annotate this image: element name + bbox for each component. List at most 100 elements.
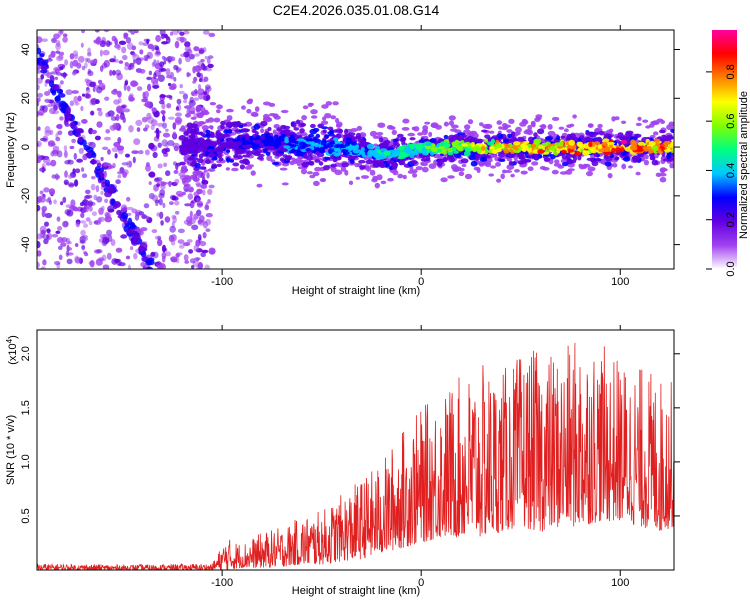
- heatmap-cell: [55, 42, 61, 51]
- heatmap-cell: [133, 252, 138, 260]
- heatmap-ridge-cell: [374, 182, 380, 189]
- heatmap-cell: [165, 128, 169, 132]
- heatmap-ridge-cell: [307, 102, 313, 108]
- heatmap-cell: [162, 202, 166, 208]
- heatmap-cell: [157, 74, 165, 83]
- heatmap-ridge-cell: [228, 137, 233, 143]
- heatmap-cell: [150, 119, 158, 127]
- heatmap-ridge-cell: [628, 165, 633, 169]
- heatmap-cell: [57, 130, 63, 136]
- x-tick-label: 100: [611, 577, 629, 589]
- heatmap-cell: [61, 64, 66, 69]
- heatmap-cell: [193, 244, 200, 252]
- y-tick-label: 20: [20, 92, 32, 104]
- heatmap-ridge-cell: [506, 164, 515, 171]
- heatmap-ridge-cell: [428, 131, 433, 137]
- heatmap-ridge-cell: [225, 167, 230, 171]
- heatmap-cell: [174, 178, 180, 184]
- heatmap-ridge-cell: [659, 176, 667, 183]
- heatmap-ridge-cell: [593, 131, 600, 136]
- exp-base: (x10: [7, 343, 19, 364]
- heatmap-cell: [131, 150, 139, 155]
- heatmap-area: [37, 30, 674, 269]
- heatmap-ridge-cell: [391, 165, 398, 170]
- snr-exponent-label: (x104): [5, 335, 19, 365]
- heatmap-cell: [157, 122, 164, 127]
- heatmap-ridge-cell: [587, 123, 594, 128]
- heatmap-cell: [199, 240, 207, 247]
- heatmap-cell: [161, 255, 166, 263]
- heatmap-ridge-cell: [614, 156, 620, 160]
- heatmap-cell: [161, 102, 166, 110]
- heatmap-ridge-cell: [198, 166, 207, 170]
- heatmap-ridge-cell: [281, 133, 286, 137]
- heatmap-ridge-cell: [337, 156, 342, 161]
- heatmap-ridge-cell: [495, 143, 502, 149]
- heatmap-ridge-cell: [242, 154, 250, 158]
- x-tick-label: -100: [211, 577, 233, 589]
- heatmap-ridge-cell: [539, 166, 547, 170]
- heatmap-ridge-cell: [611, 147, 616, 154]
- heatmap-cell: [72, 168, 76, 175]
- heatmap-cell: [107, 110, 115, 117]
- heatmap-ridge-cell: [361, 151, 367, 158]
- heatmap-ridge-cell: [334, 169, 343, 176]
- heatmap-ridge-cell: [389, 126, 396, 130]
- heatmap-ridge-cell: [521, 158, 528, 164]
- heatmap-ridge-cell: [249, 136, 254, 142]
- heatmap-ridge-cell: [369, 169, 376, 176]
- heatmap-ridge-cell: [188, 110, 196, 115]
- heatmap-ridge-cell: [496, 120, 503, 125]
- heatmap-cell: [120, 234, 128, 239]
- heatmap-ridge-cell: [402, 118, 410, 124]
- heatmap-ridge-cell: [226, 108, 234, 113]
- heatmap-ridge-cell: [621, 163, 627, 170]
- heatmap-ridge-cell: [309, 174, 316, 179]
- heatmap-ridge-cell: [549, 145, 557, 151]
- heatmap-ridge-cell: [216, 109, 221, 114]
- heatmap-cell: [189, 210, 193, 218]
- heatmap-ridge-cell: [421, 166, 429, 173]
- heatmap-trace-cell: [78, 137, 83, 143]
- heatmap-cell: [140, 227, 148, 232]
- heatmap-cell: [47, 196, 51, 201]
- heatmap-cell: [131, 81, 139, 87]
- heatmap-cell: [156, 260, 161, 266]
- heatmap-ridge-cell: [488, 130, 495, 134]
- heatmap-cell: [55, 132, 59, 139]
- heatmap-trace-cell: [61, 104, 67, 110]
- heatmap-cell: [80, 212, 85, 218]
- heatmap-ridge-cell: [631, 156, 637, 161]
- heatmap-cell: [104, 96, 110, 101]
- heatmap-cell: [141, 214, 147, 220]
- colorbar-tick-label: 0.2: [725, 212, 737, 227]
- heatmap-cell: [57, 226, 63, 231]
- heatmap-ridge-cell: [266, 139, 273, 144]
- heatmap-cell: [133, 138, 141, 146]
- heatmap-cell: [121, 104, 127, 109]
- heatmap-cell: [71, 138, 76, 144]
- heatmap-ridge-cell: [573, 136, 579, 142]
- heatmap-cell: [106, 229, 113, 236]
- heatmap-ridge-cell: [496, 149, 502, 152]
- heatmap-cell: [122, 108, 131, 113]
- heatmap-ridge-cell: [418, 139, 424, 144]
- heatmap-ridge-cell: [325, 101, 332, 106]
- heatmap-ridge-cell: [523, 141, 530, 144]
- heatmap-ridge-cell: [378, 162, 386, 169]
- heatmap-ridge-cell: [474, 153, 482, 159]
- heatmap-ridge-cell: [461, 164, 467, 167]
- heatmap-cell: [179, 244, 185, 249]
- heatmap-ridge-cell: [604, 161, 612, 167]
- heatmap-ridge-cell: [360, 147, 365, 152]
- heatmap-cell: [159, 189, 166, 196]
- heatmap-ridge-cell: [407, 132, 416, 137]
- heatmap-ridge-cell: [454, 139, 459, 145]
- heatmap-ridge-cell: [487, 158, 493, 163]
- heatmap-cell: [80, 42, 84, 48]
- heatmap-ridge-cell: [180, 166, 185, 171]
- heatmap-cell: [87, 200, 93, 207]
- exp-power: 4: [5, 338, 14, 343]
- heatmap-cell: [85, 189, 91, 194]
- heatmap-cell: [121, 162, 129, 166]
